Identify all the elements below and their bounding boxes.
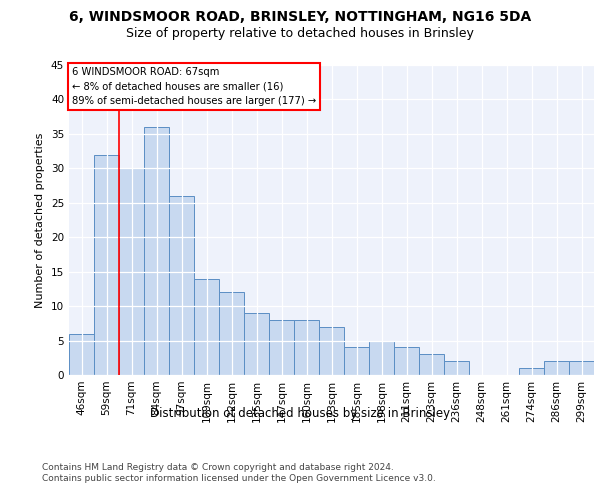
Text: 6 WINDSMOOR ROAD: 67sqm
← 8% of detached houses are smaller (16)
89% of semi-det: 6 WINDSMOOR ROAD: 67sqm ← 8% of detached… [71, 66, 316, 106]
Bar [444, 361, 469, 375]
Bar [219, 292, 244, 375]
Bar [544, 361, 569, 375]
Bar [369, 340, 394, 375]
Bar [94, 154, 119, 375]
Bar [119, 168, 144, 375]
Bar [69, 334, 94, 375]
Bar [194, 278, 219, 375]
Bar [344, 348, 369, 375]
Bar [419, 354, 444, 375]
Text: Contains HM Land Registry data © Crown copyright and database right 2024.
Contai: Contains HM Land Registry data © Crown c… [42, 462, 436, 483]
Text: Distribution of detached houses by size in Brinsley: Distribution of detached houses by size … [150, 408, 450, 420]
Bar [269, 320, 294, 375]
Text: 6, WINDSMOOR ROAD, BRINSLEY, NOTTINGHAM, NG16 5DA: 6, WINDSMOOR ROAD, BRINSLEY, NOTTINGHAM,… [69, 10, 531, 24]
Bar [394, 348, 419, 375]
Bar [569, 361, 594, 375]
Bar [244, 313, 269, 375]
Bar [319, 327, 344, 375]
Bar [144, 127, 169, 375]
Y-axis label: Number of detached properties: Number of detached properties [35, 132, 46, 308]
Text: Size of property relative to detached houses in Brinsley: Size of property relative to detached ho… [126, 28, 474, 40]
Bar [519, 368, 544, 375]
Bar [169, 196, 194, 375]
Bar [294, 320, 319, 375]
